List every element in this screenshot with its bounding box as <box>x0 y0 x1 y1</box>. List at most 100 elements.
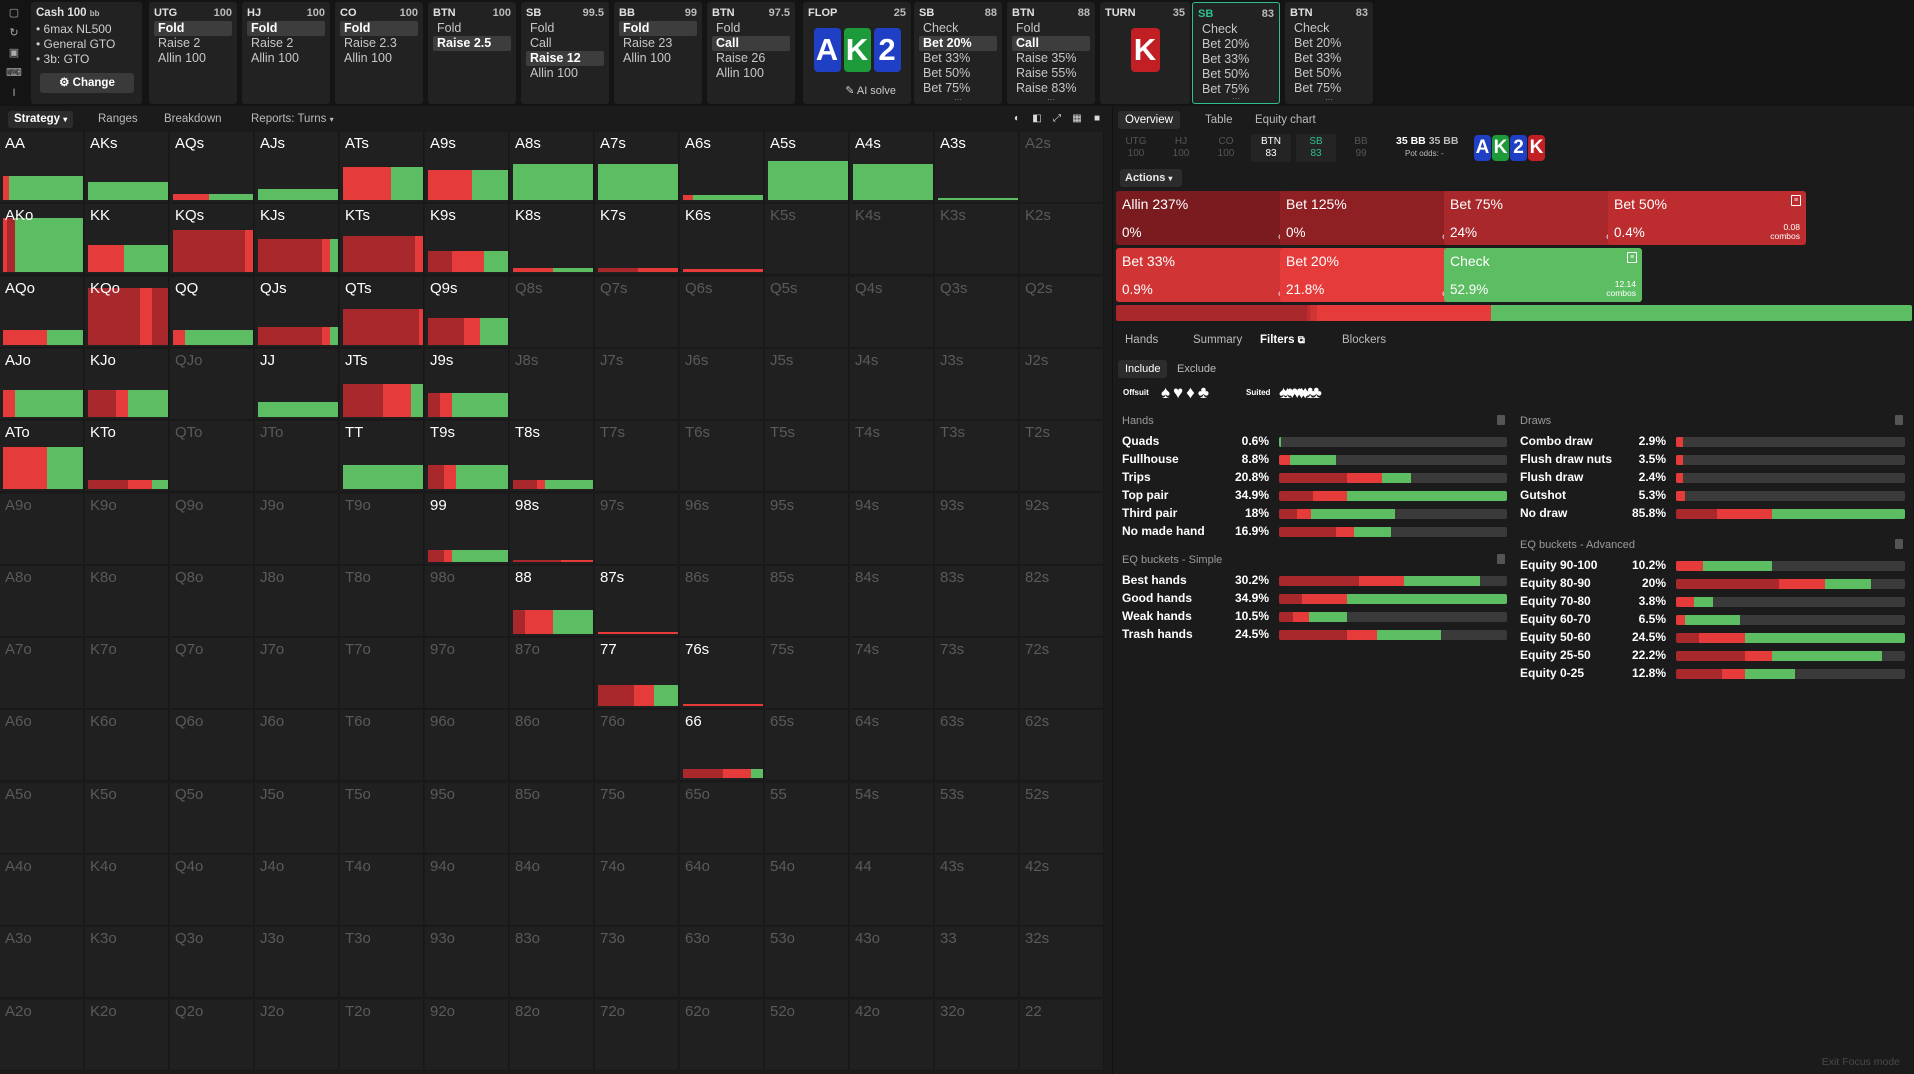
more-options-icon[interactable]: ⋯ <box>1232 94 1240 103</box>
hand-cell-95s[interactable]: 95s <box>765 493 849 565</box>
hand-cell-65o[interactable]: 65o <box>680 782 764 854</box>
tab-filters[interactable]: Filters ⧉ <box>1260 334 1305 346</box>
filter-row[interactable]: Equity 0-25 12.8% <box>1520 666 1905 684</box>
columns-column-sb[interactable]: SB 99.5 Fold Call Raise 12 Allin 100 <box>521 2 609 104</box>
hand-cell-55[interactable]: 55 <box>765 782 849 854</box>
spade-pair-icon[interactable]: ♠♠ <box>1279 383 1292 402</box>
hand-cell-92o[interactable]: 92o <box>425 999 509 1071</box>
tab-overview[interactable]: Overview <box>1118 111 1180 129</box>
action-option[interactable]: Call <box>530 36 552 50</box>
refresh-icon[interactable]: ↻ <box>9 27 19 39</box>
action-option[interactable]: Bet 75% <box>923 81 971 95</box>
hand-cell-52o[interactable]: 52o <box>765 999 849 1071</box>
hand-cell-qq[interactable]: QQ <box>170 276 254 348</box>
hand-cell-43o[interactable]: 43o <box>850 927 934 999</box>
hand-cell-kk[interactable]: KK <box>85 204 169 276</box>
hand-cell-94o[interactable]: 94o <box>425 855 509 926</box>
hand-cell-q9s[interactable]: Q9s <box>425 276 509 348</box>
hand-cell-j5s[interactable]: J5s <box>765 348 849 420</box>
hand-cell-a7s[interactable]: A7s <box>595 132 679 203</box>
hand-cell-j3o[interactable]: J3o <box>255 927 339 999</box>
action-option[interactable]: Fold <box>1016 21 1041 35</box>
action-option[interactable]: Bet 75% <box>1202 82 1250 96</box>
tab-exclude[interactable]: Exclude <box>1177 363 1217 375</box>
hand-cell-82o[interactable]: 82o <box>510 999 594 1071</box>
ai-solve-button[interactable]: ✎ AI solve <box>845 85 896 97</box>
action-option[interactable]: Fold <box>154 21 232 36</box>
hand-cell-qjo[interactable]: QJo <box>170 348 254 420</box>
hand-cell-qjs[interactable]: QJs <box>255 276 339 348</box>
collapse-icon[interactable] <box>1497 554 1505 564</box>
action-option[interactable]: Bet 33% <box>1202 52 1250 66</box>
hand-cell-ato[interactable]: ATo <box>0 421 84 493</box>
hand-cell-k3o[interactable]: K3o <box>85 927 169 999</box>
action-option[interactable]: Raise 83% <box>1016 81 1077 95</box>
hand-cell-q3o[interactable]: Q3o <box>170 927 254 999</box>
hand-cell-32o[interactable]: 32o <box>935 999 1019 1071</box>
hand-cell-44[interactable]: 44 <box>850 855 934 926</box>
hand-cell-87s[interactable]: 87s <box>595 565 679 637</box>
filter-row[interactable]: Equity 60-70 6.5% <box>1520 612 1905 630</box>
hand-cell-j4o[interactable]: J4o <box>255 855 339 926</box>
action-option[interactable]: Allin 100 <box>716 66 764 80</box>
hand-cell-q4o[interactable]: Q4o <box>170 855 254 926</box>
hand-cell-k4s[interactable]: K4s <box>850 204 934 276</box>
hand-cell-73s[interactable]: 73s <box>935 638 1019 710</box>
hand-cell-54s[interactable]: 54s <box>850 782 934 854</box>
action-option[interactable]: Bet 20% <box>1202 37 1250 51</box>
tab-breakdown[interactable]: Breakdown <box>164 113 222 125</box>
hand-cell-q2s[interactable]: Q2s <box>1020 276 1104 348</box>
action-tile-bet-50-[interactable]: Bet 50% 0.4% 0.08 combos ≡ <box>1608 191 1806 245</box>
hand-cell-32s[interactable]: 32s <box>1020 927 1104 999</box>
hand-cell-q5s[interactable]: Q5s <box>765 276 849 348</box>
filter-row[interactable]: Best hands 30.2% <box>1122 573 1507 591</box>
copy-icon[interactable]: ⧉ <box>1297 335 1305 346</box>
action-option[interactable]: Bet 33% <box>1294 51 1342 65</box>
hand-cell-74s[interactable]: 74s <box>850 638 934 710</box>
hand-cell-kts[interactable]: KTs <box>340 204 424 276</box>
filter-row[interactable]: Weak hands 10.5% <box>1122 609 1507 627</box>
tab-hands[interactable]: Hands <box>1125 334 1159 346</box>
hand-cell-a6o[interactable]: A6o <box>0 710 84 782</box>
diamond-icon[interactable]: ♦ <box>1186 383 1195 402</box>
filter-row[interactable]: Equity 90-100 10.2% <box>1520 558 1905 576</box>
hand-cell-jts[interactable]: JTs <box>340 348 424 420</box>
hand-cell-q9o[interactable]: Q9o <box>170 493 254 565</box>
hand-cell-72s[interactable]: 72s <box>1020 638 1104 710</box>
hand-cell-a8s[interactable]: A8s <box>510 132 594 203</box>
columns-column-hj[interactable]: HJ 100 Fold Raise 2 Allin 100 <box>242 2 330 104</box>
hand-cell-aqs[interactable]: AQs <box>170 132 254 203</box>
tab-table[interactable]: Table <box>1205 114 1233 126</box>
hand-cell-85s[interactable]: 85s <box>765 565 849 637</box>
square-icon[interactable]: ▢ <box>8 7 20 19</box>
diamond-pair-icon[interactable]: ♦♦ <box>1297 383 1310 402</box>
hand-cell-a2s[interactable]: A2s <box>1020 132 1104 203</box>
hand-cell-43s[interactable]: 43s <box>935 855 1019 926</box>
spade-icon[interactable]: ♠ <box>1161 383 1171 402</box>
action-option[interactable]: Allin 100 <box>344 51 392 65</box>
hand-cell-t4o[interactable]: T4o <box>340 855 424 926</box>
filter-row[interactable]: No made hand 16.9% <box>1122 524 1507 542</box>
hand-cell-97s[interactable]: 97s <box>595 493 679 565</box>
hand-cell-83o[interactable]: 83o <box>510 927 594 999</box>
hand-cell-t8o[interactable]: T8o <box>340 565 424 637</box>
action-option[interactable]: Bet 20% <box>1294 36 1342 50</box>
hand-cell-74o[interactable]: 74o <box>595 855 679 926</box>
action-option[interactable]: Fold <box>437 21 462 35</box>
hand-cell-j6o[interactable]: J6o <box>255 710 339 782</box>
tab-equity-chart[interactable]: Equity chart <box>1255 114 1316 126</box>
hand-cell-j8s[interactable]: J8s <box>510 348 594 420</box>
filter-row[interactable]: Good hands 34.9% <box>1122 591 1507 609</box>
hand-cell-t3o[interactable]: T3o <box>340 927 424 999</box>
hand-cell-96o[interactable]: 96o <box>425 710 509 782</box>
filter-row[interactable]: Trips 20.8% <box>1122 470 1507 488</box>
action-option[interactable]: Fold <box>530 21 555 35</box>
hand-cell-kqs[interactable]: KQs <box>170 204 254 276</box>
hand-cell-k9o[interactable]: K9o <box>85 493 169 565</box>
hand-cell-k2o[interactable]: K2o <box>85 999 169 1071</box>
hand-cell-q6o[interactable]: Q6o <box>170 710 254 782</box>
tab-ranges[interactable]: Ranges <box>98 113 138 125</box>
hand-cell-j9s[interactable]: J9s <box>425 348 509 420</box>
hand-cell-a6s[interactable]: A6s <box>680 132 764 203</box>
hand-cell-77[interactable]: 77 <box>595 638 679 710</box>
